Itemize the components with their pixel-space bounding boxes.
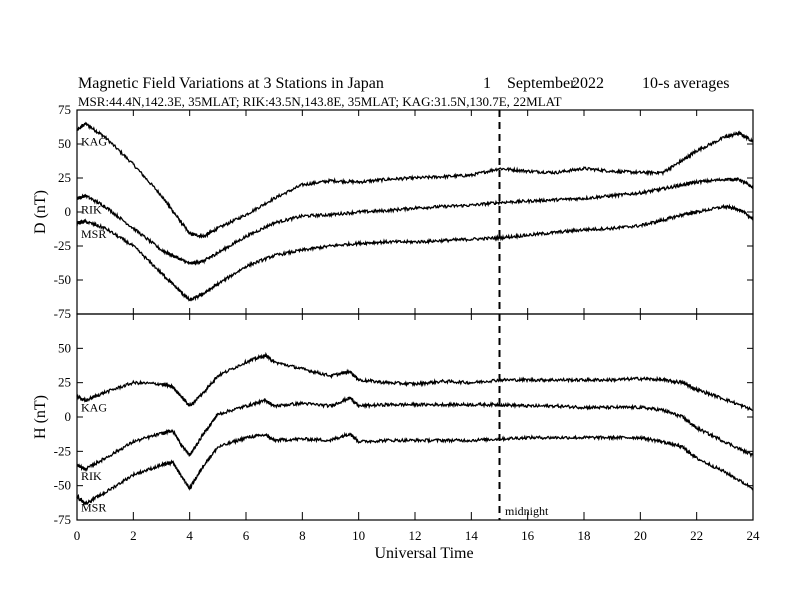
h-series-msr-line (76, 431, 754, 506)
d-y-tick-label: -75 (54, 306, 71, 321)
d-series-kag-line (76, 121, 754, 239)
d-panel-y-ticks: 75 50 25 0 -25 -50 -75 (54, 102, 753, 321)
d-panel-frame (76, 109, 754, 315)
h-y-tick-label: -25 (54, 443, 71, 458)
x-axis-ticks: 0 2 4 6 8 10 12 14 16 18 20 22 24 (74, 110, 760, 543)
d-axis-label: D (nT) (32, 190, 49, 234)
h-series-kag-line (76, 351, 754, 412)
d-y-tick-label: 25 (58, 170, 71, 185)
x-tick-label: 22 (690, 528, 703, 543)
x-axis-label: Universal Time (374, 545, 473, 562)
h-y-tick-label: 25 (58, 375, 71, 390)
h-y-tick-label: -75 (54, 512, 71, 527)
chart-title: Magnetic Field Variations at 3 Stations … (78, 75, 384, 92)
x-tick-label: 2 (130, 528, 137, 543)
x-tick-label: 14 (465, 528, 479, 543)
h-series-rik-label: RIK (81, 469, 102, 483)
x-tick-label: 24 (747, 528, 761, 543)
h-series-msr-label: MSR (81, 501, 106, 515)
averaging-note: 10-s averages (642, 75, 730, 92)
d-series-msr-line (76, 203, 754, 302)
d-y-tick-label: -50 (54, 272, 71, 287)
d-series-msr-label: MSR (81, 227, 106, 241)
d-series-kag-label: KAG (81, 134, 107, 148)
x-tick-label: 0 (74, 528, 81, 543)
h-y-tick-label: 0 (65, 409, 72, 424)
d-y-tick-label: 50 (58, 136, 71, 151)
x-tick-label: 4 (186, 528, 193, 543)
x-tick-label: 8 (299, 528, 306, 543)
date-day: 1 (483, 75, 491, 92)
h-series-rik-line (76, 396, 754, 472)
h-panel-frame (76, 313, 754, 521)
x-tick-label: 16 (521, 528, 535, 543)
x-tick-label: 12 (409, 528, 422, 543)
stations-subtitle: MSR:44.4N,142.3E, 35MLAT; RIK:43.5N,143.… (78, 94, 562, 109)
date-month: September (507, 75, 576, 92)
d-y-tick-label: 0 (65, 204, 72, 219)
x-tick-label: 6 (243, 528, 250, 543)
h-panel-series: KAG RIK MSR (76, 351, 754, 515)
d-panel-series: KAG RIK MSR (76, 121, 754, 302)
d-y-tick-label: 75 (58, 102, 71, 117)
x-tick-label: 18 (578, 528, 591, 543)
x-tick-label: 20 (634, 528, 647, 543)
h-y-tick-label: 50 (58, 340, 71, 355)
d-series-rik-label: RIK (81, 202, 102, 216)
h-axis-label: H (nT) (32, 395, 49, 439)
d-y-tick-label: -25 (54, 238, 71, 253)
d-series-rik-line (76, 177, 754, 266)
h-panel-y-ticks: 50 25 0 -25 -50 -75 (54, 340, 753, 527)
h-y-tick-label: -50 (54, 478, 71, 493)
h-series-kag-label: KAG (81, 400, 107, 414)
midnight-label: midnight (505, 504, 549, 518)
x-tick-label: 10 (352, 528, 365, 543)
date-year: 2022 (572, 75, 604, 92)
